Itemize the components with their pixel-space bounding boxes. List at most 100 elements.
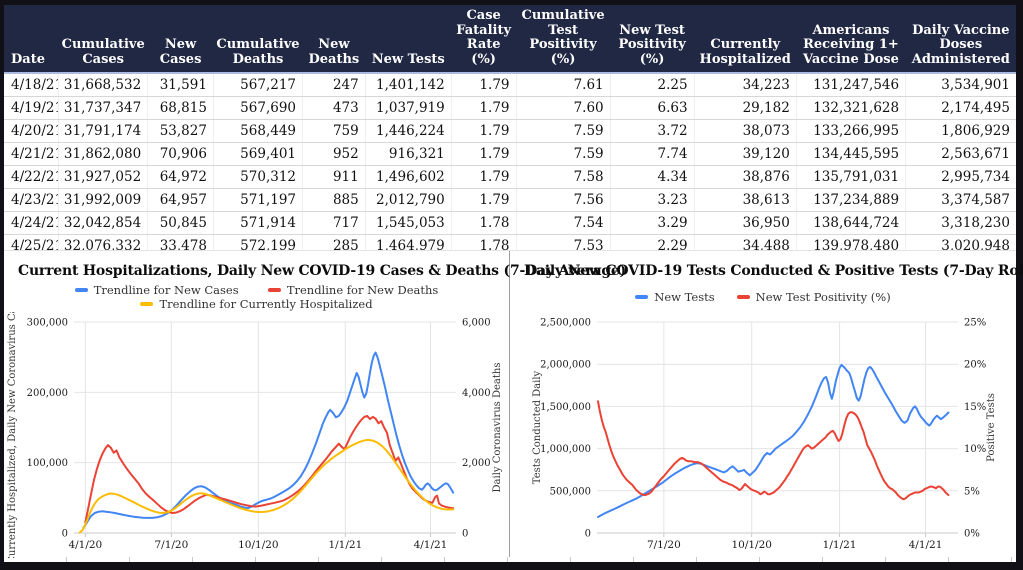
left-axis-tick-label: 2,500,000 bbox=[540, 318, 591, 329]
table-cell: 2,563,671 bbox=[905, 142, 1016, 166]
x-axis-tick-label: 1/1/21 bbox=[823, 539, 857, 551]
table-cell: 1,037,919 bbox=[364, 96, 452, 120]
x-axis-tick-label: 7/1/20 bbox=[154, 539, 188, 551]
table-cell: 1.79 bbox=[450, 73, 517, 97]
table-cell: 1,464,979 bbox=[364, 234, 452, 250]
table-cell: 137,234,889 bbox=[795, 188, 906, 212]
table-cell: 38,073 bbox=[693, 119, 797, 143]
column-header: New Test Positivity (%) bbox=[610, 5, 695, 75]
tests-positivity-chart: 0 500,000 1,000,000 1,500,000 2,000,000 2,500… bbox=[532, 318, 997, 552]
column-header: Cumulative Deaths bbox=[213, 5, 303, 75]
table-row: 4/22/21 31,927,052 64,972 570,312 911 1,496,6… bbox=[4, 165, 1016, 189]
legend-swatch-icon bbox=[140, 301, 154, 306]
table-cell: 4/25/21 bbox=[4, 234, 59, 250]
bottom-strip bbox=[4, 557, 1016, 570]
table-cell: 4/22/21 bbox=[4, 165, 59, 189]
table-cell: 4/23/21 bbox=[4, 188, 59, 212]
table-row: 4/23/21 31,992,009 64,957 571,197 885 2,012,7… bbox=[4, 188, 1016, 212]
left-chart-title: Current Hospitalizations, Daily New COVI… bbox=[18, 263, 627, 279]
right-axis-tick-label: 2,000 bbox=[462, 458, 491, 469]
legend-swatch-icon bbox=[635, 294, 649, 299]
right-axis-tick-label: 5% bbox=[964, 486, 980, 497]
table-cell: 567,690 bbox=[212, 96, 303, 120]
legend-item: New Tests bbox=[635, 290, 715, 304]
covid-stats-table: Date Cumulative Cases New Cases Cumulative … bbox=[4, 5, 1016, 250]
table-cell: 31,992,009 bbox=[58, 188, 148, 212]
table-cell: 2.29 bbox=[609, 234, 695, 250]
legend-item: New Test Positivity (%) bbox=[736, 290, 891, 304]
column-header: Cumulative Test Positivity (%) bbox=[516, 5, 611, 75]
table-cell: 7.60 bbox=[515, 96, 611, 120]
series-line-trendline-for-currently-hospitalized bbox=[78, 438, 455, 534]
legend-label: Trendline for New Deaths bbox=[286, 282, 439, 297]
hospitalizations-cases-deaths-chart: 0 100,000 200,000 300,000 0 2,000 4,000 6,000 4/… bbox=[7, 312, 503, 558]
right-axis-tick-label: 20% bbox=[964, 360, 986, 371]
table-row: 4/18/21 31,668,532 31,591 567,217 247 1,401,1… bbox=[4, 73, 1016, 97]
table-cell: 1.79 bbox=[450, 142, 517, 166]
table-cell: 3,534,901 bbox=[905, 73, 1016, 97]
table-cell: 34,488 bbox=[693, 234, 797, 250]
left-axis-tick-label: 1,500,000 bbox=[540, 402, 591, 413]
table-row: 4/24/21 32,042,854 50,845 571,914 717 1,545,0… bbox=[4, 211, 1016, 235]
table-cell: 53,827 bbox=[147, 119, 214, 143]
right-axis-tick-label: 15% bbox=[964, 402, 986, 413]
table-cell: 33,478 bbox=[147, 234, 214, 250]
tests-positivity-panel: Daily New COVID-19 Tests Conducted & Pos… bbox=[510, 251, 1023, 557]
table-cell: 1,446,224 bbox=[364, 119, 452, 143]
table-cell: 64,972 bbox=[147, 165, 214, 189]
table-cell: 31,737,347 bbox=[58, 96, 148, 120]
table-cell: 717 bbox=[302, 211, 366, 235]
column-header: New Tests bbox=[365, 5, 452, 75]
table-cell: 1.79 bbox=[450, 165, 517, 189]
table-cell: 7.61 bbox=[515, 73, 611, 97]
table-cell: 31,862,080 bbox=[58, 142, 148, 166]
table-cell: 3.72 bbox=[609, 119, 695, 143]
table-row: 4/20/21 31,791,174 53,827 568,449 759 1,446,2… bbox=[4, 119, 1016, 143]
x-axis-tick-label: 10/1/20 bbox=[238, 539, 278, 551]
table-cell: 32,042,854 bbox=[58, 211, 148, 235]
table-cell: 2,012,790 bbox=[364, 188, 452, 212]
table-cell: 7.59 bbox=[515, 142, 611, 166]
column-header: Cumulative Cases bbox=[58, 5, 148, 75]
table-cell: 2.25 bbox=[609, 73, 695, 97]
table-cell: 567,217 bbox=[212, 73, 303, 97]
table-row: 4/21/21 31,862,080 70,906 569,401 952 916,321… bbox=[4, 142, 1016, 166]
right-chart-title: Daily New COVID-19 Tests Conducted & Pos… bbox=[524, 263, 1023, 279]
table-cell: 4/21/21 bbox=[4, 142, 59, 166]
table-cell: 2,995,734 bbox=[905, 165, 1016, 189]
column-header: New Deaths bbox=[302, 5, 366, 75]
series-line-new-tests bbox=[597, 363, 950, 518]
legend-swatch-icon bbox=[74, 287, 88, 292]
x-axis-tick-label: 7/1/20 bbox=[647, 539, 681, 551]
table-cell: 139,978,480 bbox=[795, 234, 906, 250]
table-row: 4/19/21 31,737,347 68,815 567,690 473 1,037,9… bbox=[4, 96, 1016, 120]
table-cell: 570,312 bbox=[212, 165, 303, 189]
table-cell: 473 bbox=[302, 96, 366, 120]
table-cell: 133,266,995 bbox=[795, 119, 906, 143]
table-cell: 7.54 bbox=[515, 211, 611, 235]
left-axis-tick-label: 100,000 bbox=[27, 458, 68, 469]
table-cell: 7.74 bbox=[609, 142, 695, 166]
column-header: Date bbox=[4, 5, 59, 75]
table-cell: 3,318,230 bbox=[905, 211, 1016, 235]
table-cell: 3.23 bbox=[609, 188, 695, 212]
table-cell: 3.29 bbox=[609, 211, 695, 235]
table-cell: 1,496,602 bbox=[364, 165, 452, 189]
series-line-trendline-for-new-cases bbox=[82, 351, 455, 529]
table-cell: 38,613 bbox=[693, 188, 797, 212]
table-cell: 1.79 bbox=[450, 188, 517, 212]
table-cell: 7.56 bbox=[515, 188, 611, 212]
table-cell: 31,591 bbox=[147, 73, 214, 97]
table-cell: 31,791,174 bbox=[58, 119, 148, 143]
table-header-row: Date Cumulative Cases New Cases Cumulative … bbox=[4, 5, 1016, 75]
legend-label: Trendline for New Cases bbox=[93, 282, 239, 297]
left-axis-tick-label: 2,000,000 bbox=[540, 360, 591, 371]
x-axis-tick-label: 1/1/21 bbox=[328, 539, 362, 551]
table-cell: 885 bbox=[302, 188, 366, 212]
column-header: Daily Vaccine Doses Administered bbox=[905, 5, 1016, 75]
table-cell: 38,876 bbox=[693, 165, 797, 189]
table-cell: 131,247,546 bbox=[795, 73, 906, 97]
cutoff-table-edge bbox=[4, 557, 1016, 562]
table-cell: 572,199 bbox=[212, 234, 303, 250]
right-axis-title: Daily Coronavirus Deaths bbox=[492, 363, 503, 493]
